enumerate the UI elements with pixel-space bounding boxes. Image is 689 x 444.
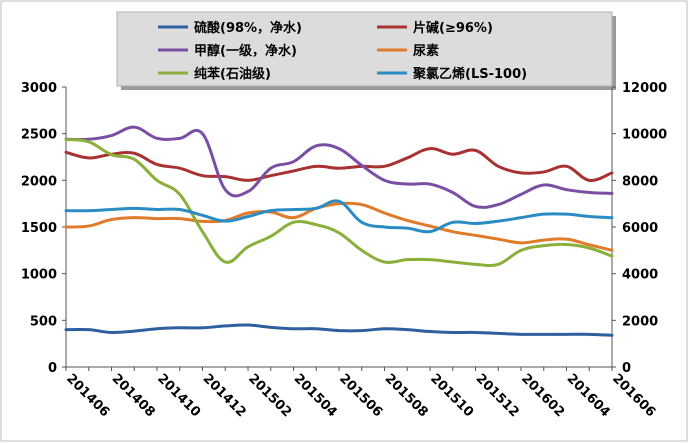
left-y-tick-label: 3000: [21, 81, 57, 96]
series-line-4: [64, 201, 614, 252]
legend-label-5: 纯苯(石油级): [194, 66, 271, 82]
legend-label-3: 甲醇(一级，净水): [194, 43, 297, 59]
series-line-2: [64, 147, 614, 182]
legend-label-2: 片碱(≥96%): [413, 20, 493, 36]
legend-label-1: 硫酸(98%，净水): [194, 20, 302, 36]
right-y-tick-label: 4000: [622, 268, 658, 283]
right-y-axis-ticks: 0 2000 4000 6000 8000 10000 12000: [612, 81, 667, 376]
left-y-tick-label: 1000: [21, 268, 57, 283]
left-y-tick-label: 2500: [21, 128, 57, 143]
series-line-5: [64, 138, 614, 268]
left-y-tick-label: 1500: [21, 221, 57, 236]
right-y-tick-label: 8000: [622, 174, 658, 189]
left-y-tick-label: 0: [48, 361, 57, 376]
right-y-tick-label: 10000: [622, 128, 667, 143]
legend-box: [116, 11, 613, 87]
series-line-1: [64, 323, 614, 337]
right-y-tick-label: 6000: [622, 221, 658, 236]
left-y-tick-label: 2000: [21, 174, 57, 189]
series-line-6: [64, 199, 614, 234]
series-line-3: [64, 125, 614, 209]
right-y-tick-label: 2000: [622, 314, 658, 329]
right-y-tick-label: 0: [622, 361, 631, 376]
left-y-tick-label: 500: [30, 314, 57, 329]
series-layer: [64, 125, 614, 337]
legend-label-6: 聚氯乙烯(LS-100): [412, 66, 527, 82]
legend-label-4: 尿素: [413, 43, 439, 59]
left-y-axis-ticks: 0 500 1000 1500 2000 2500 3000: [21, 81, 66, 376]
right-y-tick-label: 12000: [622, 81, 667, 96]
